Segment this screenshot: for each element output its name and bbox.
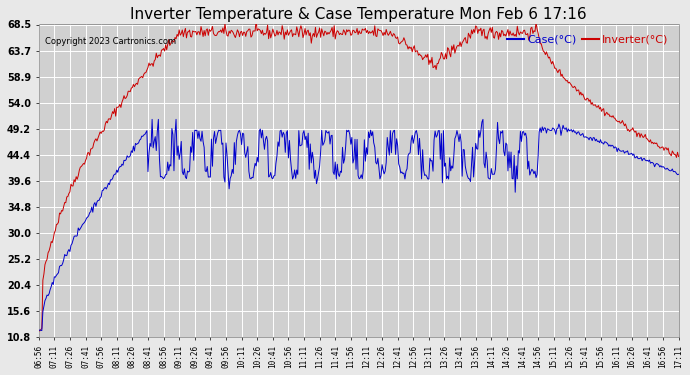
Title: Inverter Temperature & Case Temperature Mon Feb 6 17:16: Inverter Temperature & Case Temperature … (130, 7, 587, 22)
Legend: Case(°C), Inverter(°C): Case(°C), Inverter(°C) (503, 30, 673, 49)
Text: Copyright 2023 Cartronics.com: Copyright 2023 Cartronics.com (45, 37, 176, 46)
